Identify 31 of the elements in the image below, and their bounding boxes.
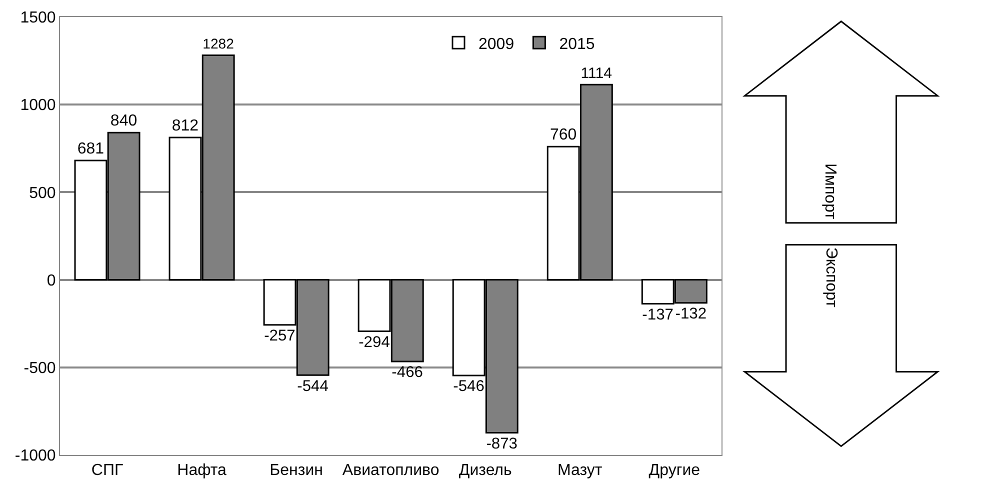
y-tick-label: -1000 <box>14 448 56 465</box>
data-label: 1282 <box>202 36 234 52</box>
y-tick-label: -500 <box>24 360 56 377</box>
x-tick-label: Мазут <box>558 462 603 480</box>
text: Импорт <box>822 163 839 220</box>
data-label: -257 <box>264 328 296 345</box>
text: Экспорт <box>822 247 840 308</box>
data-label: -544 <box>297 378 329 395</box>
data-label: 840 <box>110 112 138 130</box>
data-label: -546 <box>453 378 485 396</box>
data-label: 812 <box>172 118 199 135</box>
data-label: 681 <box>77 140 104 158</box>
x-tick-label: СПГ <box>91 462 124 480</box>
y-tick-label: 500 <box>29 184 56 202</box>
x-tick-label: Авиатопливо <box>342 462 440 480</box>
data-label: -294 <box>358 334 390 352</box>
legend-label: 2009 <box>478 36 514 53</box>
data-label: -873 <box>486 435 518 452</box>
y-tick-label: 1000 <box>20 97 56 114</box>
y-tick-label: 0 <box>46 272 56 290</box>
data-label: -466 <box>392 364 424 382</box>
x-tick-label: Нафта <box>177 462 227 480</box>
y-tick-label: 1500 <box>20 10 56 27</box>
x-tick-label: Другие <box>648 462 700 480</box>
data-label: 760 <box>550 126 577 144</box>
data-label: 1114 <box>580 64 612 82</box>
data-label: -137 <box>642 306 674 324</box>
legend-label: 2015 <box>559 36 595 53</box>
data-label: -132 <box>675 306 707 323</box>
x-tick-label: Бензин <box>270 462 323 480</box>
x-tick-label: Дизель <box>458 462 512 480</box>
